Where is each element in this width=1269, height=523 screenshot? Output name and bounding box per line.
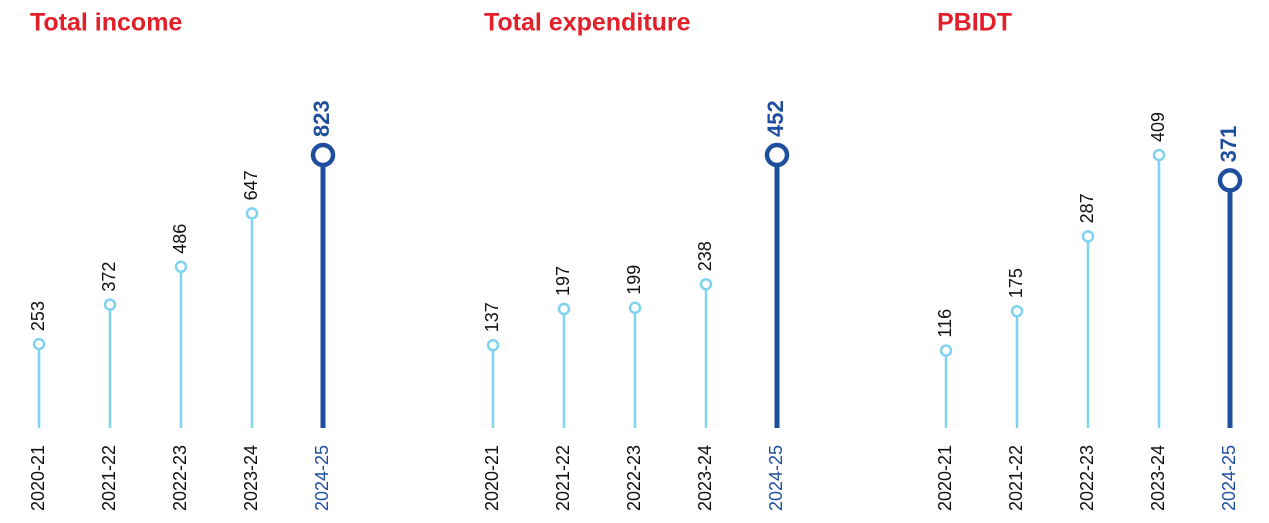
- x-tick-label: 2024-25: [1219, 445, 1239, 511]
- marker: [1010, 304, 1024, 318]
- x-tick-label: 2021-22: [553, 445, 573, 511]
- marker: [1081, 230, 1095, 243]
- x-tick-label: 2021-22: [99, 445, 119, 511]
- value-label: 823: [309, 100, 334, 137]
- chart-title: Total expenditure: [484, 9, 691, 37]
- value-label: 372: [99, 262, 119, 292]
- x-tick-label: 2022-23: [624, 445, 644, 511]
- x-tick-label: 2020-21: [482, 445, 502, 511]
- value-label: 253: [28, 301, 48, 331]
- x-tick-label: 2024-25: [766, 445, 786, 511]
- value-label: 287: [1077, 193, 1097, 223]
- value-label: 409: [1148, 112, 1168, 142]
- value-label: 116: [935, 309, 955, 338]
- value-label: 137: [482, 302, 502, 332]
- value-label: 238: [695, 241, 715, 271]
- value-label: 371: [1216, 126, 1241, 163]
- marker: [245, 207, 259, 220]
- chart: Total expenditure 137 2020-21 197 2021-22 199…: [482, 9, 790, 511]
- marker: [103, 298, 117, 311]
- value-label: 199: [624, 265, 644, 295]
- marker: [699, 278, 713, 291]
- chart: PBIDT 116 2020-21 175 2021-22 287 2022-23 409 20…: [935, 9, 1243, 511]
- x-tick-label: 2024-25: [312, 445, 332, 511]
- marker: [939, 344, 953, 357]
- marker: [310, 142, 336, 168]
- marker: [764, 142, 790, 168]
- chart: Total income 253 2020-21 372 2021-22 486 2022-…: [28, 9, 336, 511]
- x-tick-label: 2020-21: [28, 445, 48, 511]
- value-label: 452: [763, 100, 788, 137]
- x-tick-label: 2022-23: [1077, 445, 1097, 511]
- x-tick-label: 2023-24: [241, 445, 261, 511]
- x-tick-label: 2023-24: [1148, 445, 1168, 511]
- x-tick-label: 2022-23: [170, 445, 190, 511]
- marker: [557, 302, 571, 316]
- value-label: 175: [1006, 268, 1026, 298]
- marker: [1152, 148, 1166, 162]
- marker: [486, 339, 500, 352]
- marker: [174, 260, 188, 274]
- x-tick-label: 2023-24: [695, 445, 715, 511]
- chart-title: Total income: [30, 9, 182, 37]
- marker: [628, 301, 642, 315]
- value-label: 647: [241, 170, 261, 200]
- value-label: 486: [170, 224, 190, 254]
- x-tick-label: 2021-22: [1006, 445, 1026, 511]
- marker: [32, 337, 46, 351]
- value-label: 197: [553, 266, 573, 296]
- x-tick-label: 2020-21: [935, 445, 955, 511]
- marker: [1217, 168, 1243, 193]
- chart-title: PBIDT: [937, 9, 1012, 37]
